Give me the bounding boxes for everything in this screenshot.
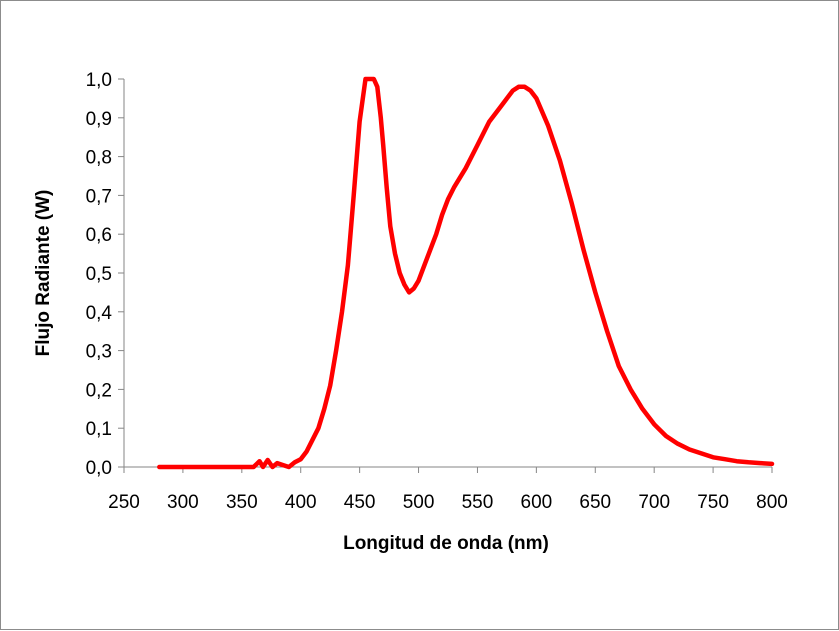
y-tick-label: 0,3 — [86, 342, 112, 363]
y-tick-label: 1,0 — [86, 70, 112, 91]
y-tick-label: 0,0 — [86, 458, 112, 479]
x-tick-label: 700 — [638, 492, 670, 513]
x-tick-label: 750 — [697, 492, 729, 513]
y-tick-label: 0,8 — [86, 148, 112, 169]
y-tick-label: 0,6 — [86, 225, 112, 246]
series-group — [157, 76, 775, 470]
y-tick-label: 0,4 — [86, 303, 113, 324]
spectrum-series-line — [157, 76, 775, 470]
x-tick-label: 400 — [285, 492, 317, 513]
axes — [123, 79, 772, 468]
y-tick-label: 0,2 — [86, 380, 112, 401]
x-tick-label: 800 — [756, 492, 788, 513]
y-tick-label: 0,1 — [86, 419, 112, 440]
y-tick-label: 0,9 — [86, 109, 112, 130]
x-tick-label: 300 — [167, 492, 199, 513]
x-tick-label: 500 — [403, 492, 435, 513]
x-tick-label: 600 — [521, 492, 553, 513]
y-axis-ticks: 0,0 0,1 0,2 0,3 0,4 0,5 0,6 0,7 0,8 0,9 1,0 — [86, 70, 124, 479]
x-tick-label: 550 — [462, 492, 494, 513]
x-tick-label: 350 — [226, 492, 258, 513]
x-axis-title: Longitud de onda (nm) — [343, 533, 549, 554]
x-tick-label: 450 — [344, 492, 376, 513]
x-axis-ticks: 250 300 350 400 450 500 550 600 650 700 750 800 — [108, 467, 788, 513]
y-tick-label: 0,5 — [86, 264, 112, 285]
x-tick-label: 250 — [108, 492, 140, 513]
y-tick-label: 0,7 — [86, 186, 112, 207]
y-axis-title: Flujo Radiante (W) — [33, 190, 54, 357]
x-tick-label: 650 — [579, 492, 611, 513]
